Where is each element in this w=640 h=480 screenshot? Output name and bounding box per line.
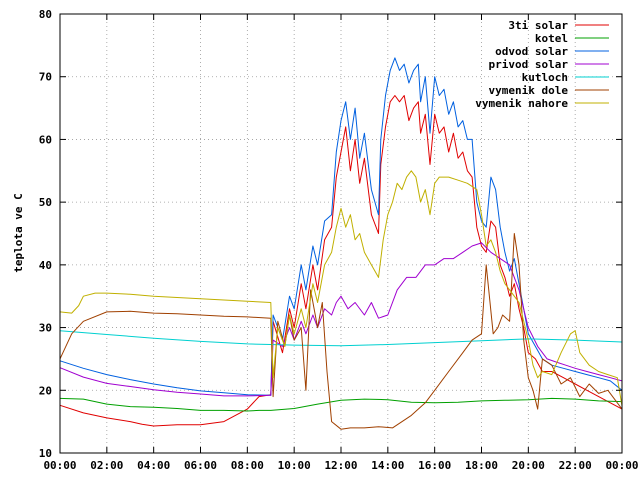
x-axis-ticks: 00:00 02:00 04:00 06:00 08:00 10:00 12:00 14:00…: [43, 14, 639, 472]
legend-label: vymenik dole: [489, 84, 569, 97]
x-tick-label: 00:00: [605, 459, 638, 472]
x-tick-label: 00:00: [43, 459, 76, 472]
legend-label: kutloch: [522, 71, 568, 84]
series-line: [59, 170, 623, 407]
x-tick-label: 04:00: [137, 459, 170, 472]
x-tick-label: 10:00: [278, 459, 311, 472]
legend-label: odvod solar: [495, 45, 568, 58]
series-line: [59, 397, 623, 412]
x-tick-label: 18:00: [465, 459, 498, 472]
y-tick-label: 20: [39, 384, 52, 397]
y-axis-ticks: 10 20 30 40 50 60 70 80: [39, 8, 622, 460]
y-tick-label: 60: [39, 133, 52, 146]
legend-label: privod solar: [489, 58, 569, 71]
x-tick-label: 20:00: [512, 459, 545, 472]
legend-label: vymenik nahore: [475, 97, 568, 110]
series-line: [59, 233, 623, 430]
series-line: [59, 242, 623, 397]
series-line: [59, 330, 623, 347]
series-line: [59, 57, 623, 396]
y-tick-label: 40: [39, 259, 52, 272]
x-tick-label: 02:00: [90, 459, 123, 472]
legend-label: kotel: [535, 32, 568, 45]
y-tick-label: 80: [39, 8, 52, 21]
x-tick-label: 08:00: [231, 459, 264, 472]
x-tick-label: 14:00: [371, 459, 404, 472]
y-tick-label: 30: [39, 322, 52, 335]
y-axis-label: teplota ve C: [12, 193, 25, 272]
x-tick-label: 06:00: [184, 459, 217, 472]
y-tick-label: 10: [39, 447, 52, 460]
x-tick-label: 16:00: [418, 459, 451, 472]
legend-label: 3ti solar: [508, 19, 568, 32]
y-tick-label: 70: [39, 71, 52, 84]
x-tick-label: 22:00: [559, 459, 592, 472]
y-tick-label: 50: [39, 196, 52, 209]
series-lines: [59, 57, 623, 430]
x-tick-label: 12:00: [324, 459, 357, 472]
